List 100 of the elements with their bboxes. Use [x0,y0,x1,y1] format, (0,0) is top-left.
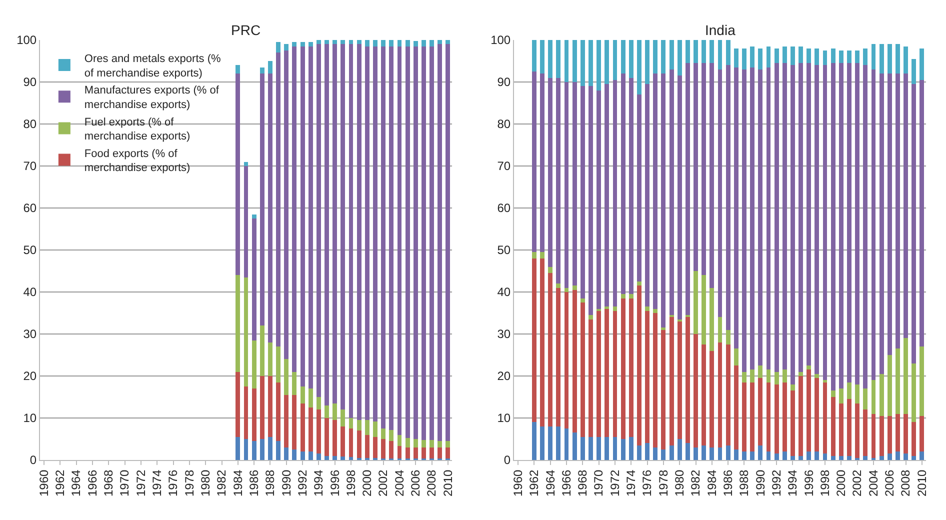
bar [685,443,690,460]
bar [300,452,305,460]
bar [620,439,626,460]
x-tick-label: 2004 [392,469,406,497]
bar [734,67,738,349]
bar [855,403,860,458]
x-tick-label: 2010 [914,469,929,497]
bar [734,366,738,450]
bar [244,439,248,460]
bar [847,382,852,400]
x-tick-label: 2006 [408,469,423,497]
bar [596,310,602,437]
x-tick-label: 1976 [640,469,654,497]
bar [718,69,722,318]
bar [340,456,346,460]
bar [260,326,264,376]
bar [580,40,585,86]
bar [332,420,338,456]
bar [912,84,916,364]
bar [540,40,545,74]
bar [340,44,346,410]
bar [838,388,844,404]
bar [750,370,755,382]
x-tick-label: 1982 [688,469,703,497]
bar [806,48,812,64]
x-tick-label: 2008 [898,469,913,497]
bar [236,436,240,460]
bar [912,58,916,84]
x-tick-label: 1990 [279,469,294,497]
bar [292,46,297,372]
bar [268,61,272,74]
bar [766,452,771,460]
bar [830,390,836,397]
bar [364,434,370,458]
bar [920,452,924,460]
bar [790,390,795,456]
bar [276,42,281,53]
bar [847,399,852,456]
bar [830,456,836,460]
bar [421,447,426,459]
bar [284,44,289,50]
x-tick-label: 1962 [53,469,68,497]
bar [284,359,289,395]
bar [430,40,434,46]
bar [260,439,264,460]
bar [620,298,626,439]
y-tick-label: 40 [497,285,511,300]
bar [887,454,892,460]
bar [381,40,386,46]
bar [758,445,763,460]
bar [421,440,426,448]
bar [308,408,313,452]
bar [669,40,674,70]
bar [782,46,787,64]
bar [446,44,450,442]
bar [580,86,585,298]
bar [774,48,779,64]
bar [389,46,394,430]
bar [620,40,626,74]
y-tick-label: 70 [23,159,37,174]
bar [300,403,305,452]
y-tick-label: 20 [497,369,511,384]
bar [356,44,362,420]
x-tick-label: 1998 [344,469,358,497]
bar [356,430,362,458]
x-tick-label: 2000 [834,469,848,497]
bar [413,447,418,459]
bar [677,40,682,76]
bar [758,48,763,70]
bar [822,454,828,460]
bar [300,42,305,46]
bar [628,436,634,460]
x-tick-label: 1972 [608,469,622,497]
x-tick-label: 1976 [166,469,180,497]
bar [742,69,746,372]
bar [637,94,642,282]
bar [896,44,900,74]
bar [758,366,763,378]
x-tick-label: 1968 [576,469,590,497]
bar [572,82,577,286]
bar [871,44,876,70]
bar [904,74,908,338]
bar [758,69,763,366]
bar [364,46,370,420]
bar [284,50,289,360]
y-tick-label: 60 [23,201,37,216]
bar [252,214,256,218]
bar [604,308,610,437]
bar [694,40,698,64]
x-tick-label: 1960 [510,469,525,497]
bar [397,46,402,435]
bar [405,447,410,459]
bar [332,44,338,404]
bar [838,50,844,64]
x-tick-label: 2004 [866,469,880,497]
bar [564,292,569,428]
bar [887,44,892,74]
bar [438,40,442,44]
x-tick-label: 1970 [118,469,132,497]
bar [742,452,746,460]
